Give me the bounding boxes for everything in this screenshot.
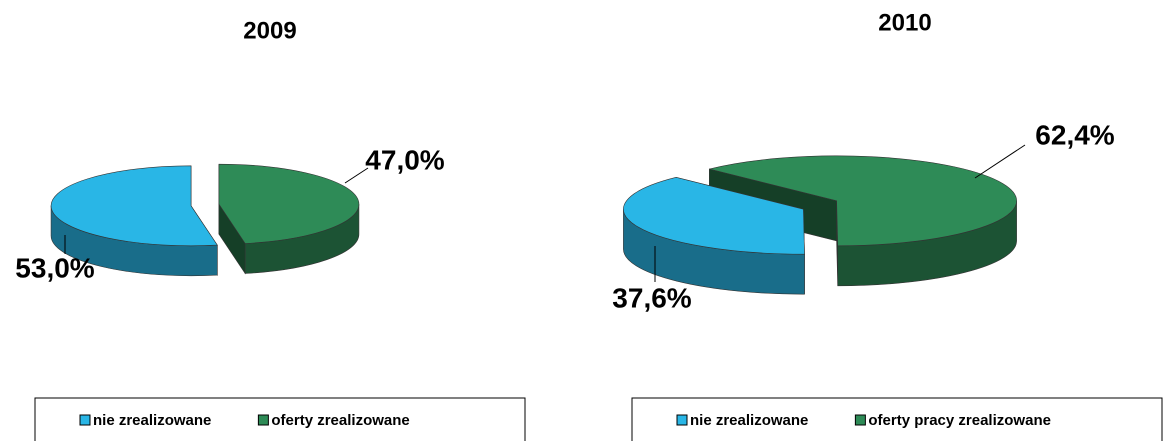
legend-swatch — [257, 414, 269, 426]
slice — [50, 165, 218, 247]
legend-label: nie zrealizowane — [690, 412, 808, 429]
slice — [709, 155, 1017, 247]
legend — [34, 397, 526, 441]
slice — [623, 177, 805, 255]
legend — [631, 397, 1163, 441]
data-label: 37,6% — [612, 282, 691, 313]
leader-line — [974, 144, 1026, 179]
leader-line — [344, 167, 369, 184]
data-label: 62,4% — [1035, 119, 1114, 150]
data-label: 53,0% — [15, 252, 94, 283]
legend-swatch — [79, 414, 91, 426]
chart-title: 2010 — [878, 9, 931, 36]
legend-label: oferty pracy zrealizowane — [868, 412, 1051, 429]
legend-swatch — [854, 414, 866, 426]
legend-label: oferty zrealizowane — [271, 412, 409, 429]
data-label: 47,0% — [365, 144, 444, 175]
legend-swatch — [676, 414, 688, 426]
legend-label: nie zrealizowane — [93, 412, 211, 429]
slice — [218, 163, 360, 244]
chart-title: 2009 — [243, 17, 296, 44]
